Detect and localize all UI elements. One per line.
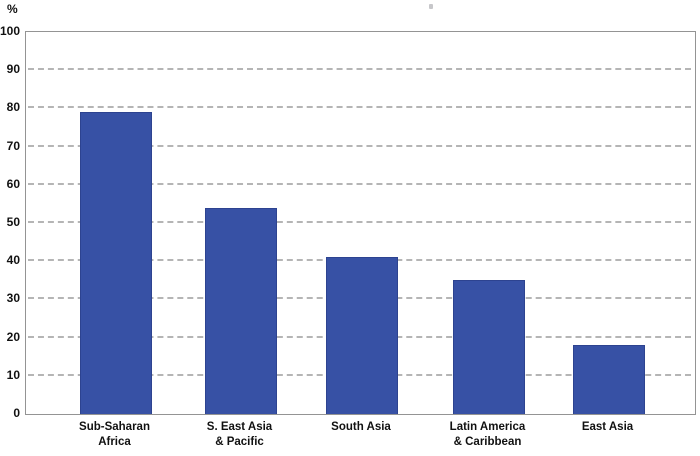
- x-category-label-5: East Asia: [581, 421, 634, 433]
- gridline-90: [28, 68, 691, 71]
- y-tick-label-40: 40: [6, 253, 20, 268]
- bar-3: [326, 257, 398, 414]
- bar-1: [79, 112, 152, 414]
- bar-5: [572, 345, 645, 414]
- bar-4: [452, 280, 525, 414]
- y-tick-label-90: 90: [6, 62, 20, 77]
- y-tick-label-60: 60: [6, 176, 20, 191]
- x-category-label-4: Latin America & Caribbean: [449, 421, 526, 448]
- plot-area: [25, 31, 696, 415]
- y-axis-tick-labels: 0 10 20 30 40 50 60 70 80 90 100: [0, 24, 20, 420]
- y-tick-label-30: 30: [6, 291, 20, 306]
- scan-artifact-dot: [429, 4, 433, 9]
- x-category-label-2: S. East Asia & Pacific: [206, 421, 273, 448]
- y-tick-label-10: 10: [6, 367, 20, 382]
- gridline-70: [28, 144, 691, 147]
- gridline-60: [28, 182, 691, 185]
- y-tick-label-20: 20: [6, 329, 20, 344]
- y-axis-unit-label: %: [7, 2, 18, 16]
- y-tick-label-0: 0: [13, 406, 20, 420]
- x-axis-category-labels: Sub-Saharan Africa S. East Asia & Pacific…: [0, 420, 700, 456]
- y-tick-label-50: 50: [6, 215, 20, 229]
- y-tick-label-80: 80: [6, 100, 20, 115]
- gridline-50: [28, 221, 691, 223]
- bar-2: [204, 207, 277, 414]
- gridline-80: [28, 106, 691, 109]
- y-tick-label-70: 70: [6, 138, 20, 153]
- x-category-label-1: Sub-Saharan Africa: [79, 421, 150, 448]
- y-tick-label-100: 100: [0, 24, 21, 38]
- x-category-label-3: South Asia: [331, 421, 391, 433]
